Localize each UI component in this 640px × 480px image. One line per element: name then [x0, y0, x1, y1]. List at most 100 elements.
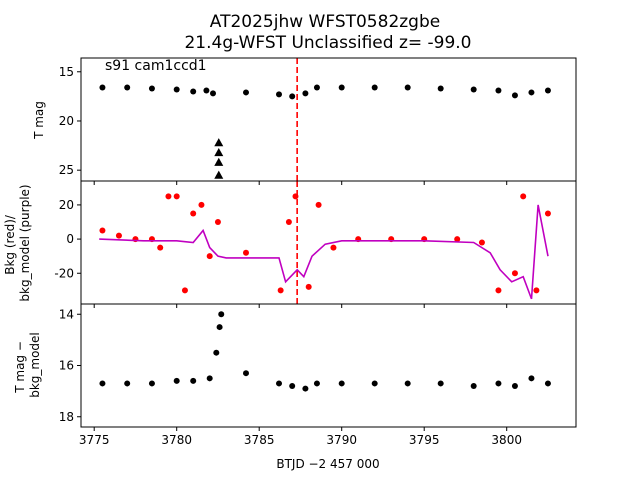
upper-limit-point	[214, 157, 224, 166]
data-point	[276, 91, 282, 98]
data-point	[330, 244, 337, 251]
data-point	[148, 380, 155, 387]
data-point	[203, 87, 210, 94]
data-point	[243, 370, 249, 377]
data-point	[206, 375, 213, 382]
data-point	[277, 287, 284, 294]
y-tick-label: 0	[66, 232, 74, 246]
data-point	[470, 86, 477, 93]
data-point	[520, 193, 527, 200]
data-point	[454, 236, 461, 243]
y-tick-label: 25	[59, 163, 74, 177]
series-line	[99, 204, 549, 300]
bottom-panel-plot	[99, 311, 551, 392]
data-point	[289, 93, 296, 100]
y-tick-label: 16	[59, 359, 74, 373]
top-panel-plot	[99, 58, 551, 181]
data-point	[173, 193, 180, 200]
data-point	[437, 380, 444, 387]
data-point	[99, 227, 106, 234]
x-tick-label: 3785	[244, 433, 275, 447]
data-point	[289, 383, 296, 389]
data-point	[210, 90, 216, 97]
chart-title: AT2025jhw WFST0582zgbe	[210, 12, 440, 32]
chart-subtitle: 21.4g-WFST Unclassified z= -99.0	[184, 33, 471, 53]
y-tick-label: 20	[59, 198, 74, 212]
upper-limit-point	[214, 147, 224, 157]
middle-panel-ylabel-line1: Bkg (red)/	[3, 214, 17, 275]
bottom-panel-axes: 14 16 18 3775 3780 3785 3790 3795 3800	[59, 303, 577, 447]
data-point	[99, 84, 106, 91]
data-point	[338, 380, 345, 387]
data-point	[313, 380, 320, 387]
data-point	[544, 87, 551, 94]
data-point	[173, 86, 180, 93]
data-point	[495, 287, 502, 294]
data-point	[544, 210, 551, 217]
data-point	[511, 270, 518, 277]
data-point	[173, 377, 180, 384]
middle-panel-ylabel-line2: bkg_model (purple)	[18, 184, 32, 301]
data-point	[305, 283, 312, 290]
data-point	[292, 193, 299, 200]
data-point	[198, 201, 205, 208]
data-point	[124, 380, 131, 387]
data-point	[243, 249, 249, 256]
data-point	[478, 239, 485, 246]
middle-panel-ylabel: Bkg (red)/ bkg_model (purple)	[3, 184, 32, 301]
data-point	[470, 383, 477, 389]
data-point	[206, 253, 213, 260]
data-point	[99, 380, 106, 387]
data-point	[124, 84, 131, 91]
bottom-panel-ylabel-line1: T mag −	[13, 341, 27, 394]
bottom-panel-ylabel: T mag − bkg_model	[13, 332, 42, 398]
x-tick-label: 3800	[491, 433, 522, 447]
data-point	[404, 84, 411, 91]
y-tick-label: 15	[59, 65, 74, 79]
data-point	[216, 324, 223, 331]
x-tick-label: 3775	[79, 433, 110, 447]
y-tick-label: -20	[54, 266, 74, 280]
x-tick-label: 3795	[409, 433, 440, 447]
x-tick-label: 3790	[326, 433, 357, 447]
data-point	[371, 84, 378, 91]
top-panel-ylabel: T mag	[32, 101, 46, 140]
data-point	[157, 244, 164, 251]
data-point	[115, 232, 122, 239]
upper-limit-point	[214, 170, 224, 179]
data-point	[315, 201, 322, 208]
data-point	[190, 88, 197, 95]
sector-camera-annotation: s91 cam1ccd1	[105, 58, 207, 74]
y-tick-label: 14	[59, 307, 74, 321]
data-point	[218, 311, 225, 318]
data-point	[371, 380, 378, 387]
data-point	[302, 90, 309, 97]
data-point	[495, 87, 502, 94]
data-point	[302, 385, 309, 392]
x-axis-label: BTJD −2 457 000	[276, 457, 379, 471]
data-point	[190, 210, 197, 217]
data-point	[404, 380, 411, 387]
data-point	[313, 84, 320, 91]
data-point	[511, 383, 518, 389]
data-point	[338, 84, 345, 91]
data-point	[190, 377, 197, 384]
bottom-panel-ylabel-line2: bkg_model	[28, 332, 42, 398]
data-point	[276, 380, 282, 387]
data-point	[528, 375, 535, 382]
data-point	[528, 89, 535, 96]
upper-limit-point	[214, 138, 224, 147]
data-point	[511, 92, 518, 99]
data-point	[533, 287, 540, 294]
middle-panel-plot	[99, 181, 551, 304]
data-point	[148, 85, 155, 92]
data-point	[285, 219, 292, 225]
y-tick-label: 20	[59, 114, 74, 128]
data-point	[165, 193, 172, 200]
data-point	[495, 380, 502, 387]
x-tick-label: 3780	[161, 433, 192, 447]
data-point	[437, 85, 444, 92]
data-point	[544, 380, 551, 387]
data-point	[181, 287, 188, 294]
